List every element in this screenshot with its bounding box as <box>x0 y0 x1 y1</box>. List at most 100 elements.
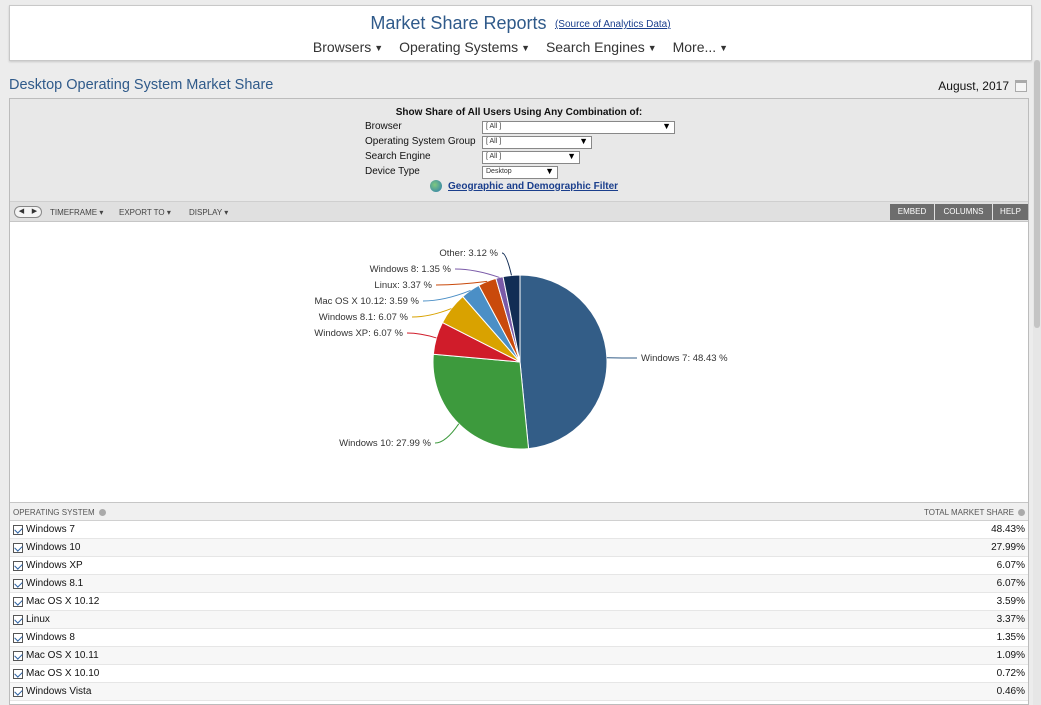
dropdown-arrow-icon: ▼ <box>545 166 554 176</box>
market-share-value: 6.07% <box>996 560 1025 571</box>
device-type-select[interactable]: Desktop ▼ <box>482 166 558 179</box>
caret-down-icon: ▾ <box>166 208 171 217</box>
row-checkbox[interactable] <box>13 525 23 535</box>
os-name: Windows 7 <box>26 524 75 535</box>
row-checkbox[interactable] <box>13 651 23 661</box>
main-nav: Browsers ▼ Operating Systems ▼ Search Engi… <box>10 39 1031 55</box>
date-label: August, 2017 <box>938 79 1009 93</box>
caret-down-icon: ▾ <box>224 208 229 217</box>
os-name: Mac OS X 10.10 <box>26 668 100 679</box>
scrollbar-thumb[interactable] <box>1034 60 1040 328</box>
market-share-value: 1.09% <box>996 650 1025 661</box>
slice-connector <box>501 252 512 276</box>
display-menu[interactable]: DISPLAY ▾ <box>189 208 229 217</box>
slice-connector <box>435 280 488 286</box>
filter-panel: Show Share of All Users Using Any Combin… <box>10 99 1028 202</box>
slice-label: Windows 7: 48.43 % <box>641 353 728 364</box>
market-share-value: 6.07% <box>996 578 1025 589</box>
market-share-value: 0.46% <box>996 686 1025 697</box>
table-row[interactable]: Windows Vista 0.46% <box>10 683 1028 701</box>
slice-connector <box>406 332 437 339</box>
table-row[interactable]: Windows 8.1 6.07% <box>10 575 1028 593</box>
pie-slice[interactable] <box>432 353 530 450</box>
site-header: Market Share Reports (Source of Analytic… <box>9 5 1032 61</box>
source-link[interactable]: (Source of Analytics Data) <box>554 19 671 30</box>
slice-label: Windows 10: 27.99 % <box>339 438 431 449</box>
table-row[interactable]: Windows 10 27.99% <box>10 539 1028 557</box>
nav-more[interactable]: More... ▼ <box>672 39 729 55</box>
filter-label: Device Type <box>365 166 420 177</box>
row-checkbox[interactable] <box>13 615 23 625</box>
nav-operating-systems[interactable]: Operating Systems ▼ <box>399 39 531 55</box>
dropdown-arrow-icon: ▼ <box>662 121 671 131</box>
date-picker[interactable]: August, 2017 <box>938 79 1027 93</box>
row-checkbox[interactable] <box>13 579 23 589</box>
caret-down-icon: ▼ <box>374 43 384 53</box>
table-body: Windows 7 48.43% Windows 10 27.99% Windows X… <box>10 521 1028 701</box>
os-group-select[interactable]: [ All ] ▼ <box>482 136 592 149</box>
os-name: Windows XP <box>26 560 83 571</box>
table-row[interactable]: Windows XP 6.07% <box>10 557 1028 575</box>
browser-select[interactable]: [ All ] ▼ <box>482 121 675 134</box>
caret-down-icon: ▾ <box>99 208 104 217</box>
filter-label: Operating System Group <box>365 136 476 147</box>
calendar-icon[interactable] <box>1015 80 1027 92</box>
geo-filter-link[interactable]: Geographic and Demographic Filter <box>448 180 619 192</box>
row-checkbox[interactable] <box>13 543 23 553</box>
help-button[interactable]: HELP <box>993 204 1028 220</box>
page-title: Desktop Operating System Market Share <box>9 77 274 93</box>
table-header: OPERATING SYSTEM TOTAL MARKET SHARE <box>10 503 1028 521</box>
search-engine-select[interactable]: [ All ] ▼ <box>482 151 580 164</box>
os-name: Mac OS X 10.12 <box>26 596 100 607</box>
col-share-header[interactable]: TOTAL MARKET SHARE <box>924 508 1025 517</box>
row-checkbox[interactable] <box>13 597 23 607</box>
site-title[interactable]: Market Share Reports <box>370 13 547 33</box>
slice-label: Mac OS X 10.12: 3.59 % <box>314 296 419 307</box>
pie-chart-svg: Windows 7: 48.43 % Windows 10: 27.99 % Win… <box>314 248 728 450</box>
row-checkbox[interactable] <box>13 687 23 697</box>
row-checkbox[interactable] <box>13 561 23 571</box>
geo-filter[interactable]: Geographic and Demographic Filter <box>430 180 618 192</box>
gear-icon[interactable] <box>98 509 106 516</box>
export-menu[interactable]: EXPORT TO ▾ <box>119 208 171 217</box>
filter-label: Search Engine <box>365 151 431 162</box>
filter-label: Browser <box>365 121 402 132</box>
pie-chart: Windows 7: 48.43 % Windows 10: 27.99 % Win… <box>10 222 1028 503</box>
os-name: Mac OS X 10.11 <box>26 650 99 661</box>
market-share-value: 1.35% <box>996 632 1025 643</box>
table-row[interactable]: Mac OS X 10.12 3.59% <box>10 593 1028 611</box>
period-nav[interactable]: ◀ ▶ <box>14 206 42 218</box>
next-arrow-icon[interactable]: ▶ <box>31 208 38 215</box>
page-scrollbar[interactable] <box>1033 60 1041 705</box>
os-name: Windows Vista <box>26 686 92 697</box>
columns-button[interactable]: COLUMNS <box>935 204 992 220</box>
table-row[interactable]: Windows 8 1.35% <box>10 629 1028 647</box>
report-toolbar: ◀ ▶ TIMEFRAME ▾ EXPORT TO ▾ DISPLAY ▾ EM… <box>10 202 1028 222</box>
slice-connector <box>422 290 471 302</box>
table-row[interactable]: Linux 3.37% <box>10 611 1028 629</box>
slice-connector <box>411 308 452 318</box>
row-checkbox[interactable] <box>13 669 23 679</box>
table-row[interactable]: Mac OS X 10.10 0.72% <box>10 665 1028 683</box>
filter-heading: Show Share of All Users Using Any Combin… <box>395 107 643 118</box>
market-share-value: 3.37% <box>996 614 1025 625</box>
pie-slice[interactable] <box>519 274 608 450</box>
row-checkbox[interactable] <box>13 633 23 643</box>
slice-label: Other: 3.12 % <box>439 248 498 259</box>
prev-arrow-icon[interactable]: ◀ <box>18 208 25 215</box>
nav-browsers[interactable]: Browsers ▼ <box>312 39 384 55</box>
globe-icon <box>430 180 442 192</box>
os-name: Windows 8 <box>26 632 75 643</box>
col-os-header[interactable]: OPERATING SYSTEM <box>13 508 106 517</box>
embed-button[interactable]: EMBED <box>890 204 934 220</box>
dropdown-arrow-icon: ▼ <box>579 136 588 146</box>
nav-search-engines[interactable]: Search Engines ▼ <box>545 39 657 55</box>
market-share-value: 3.59% <box>996 596 1025 607</box>
slice-label: Windows XP: 6.07 % <box>314 328 403 339</box>
slice-connector <box>434 423 460 444</box>
timeframe-menu[interactable]: TIMEFRAME ▾ <box>50 208 104 217</box>
market-share-value: 0.72% <box>996 668 1025 679</box>
table-row[interactable]: Windows 7 48.43% <box>10 521 1028 539</box>
table-row[interactable]: Mac OS X 10.11 1.09% <box>10 647 1028 665</box>
gear-icon[interactable] <box>1018 509 1025 516</box>
